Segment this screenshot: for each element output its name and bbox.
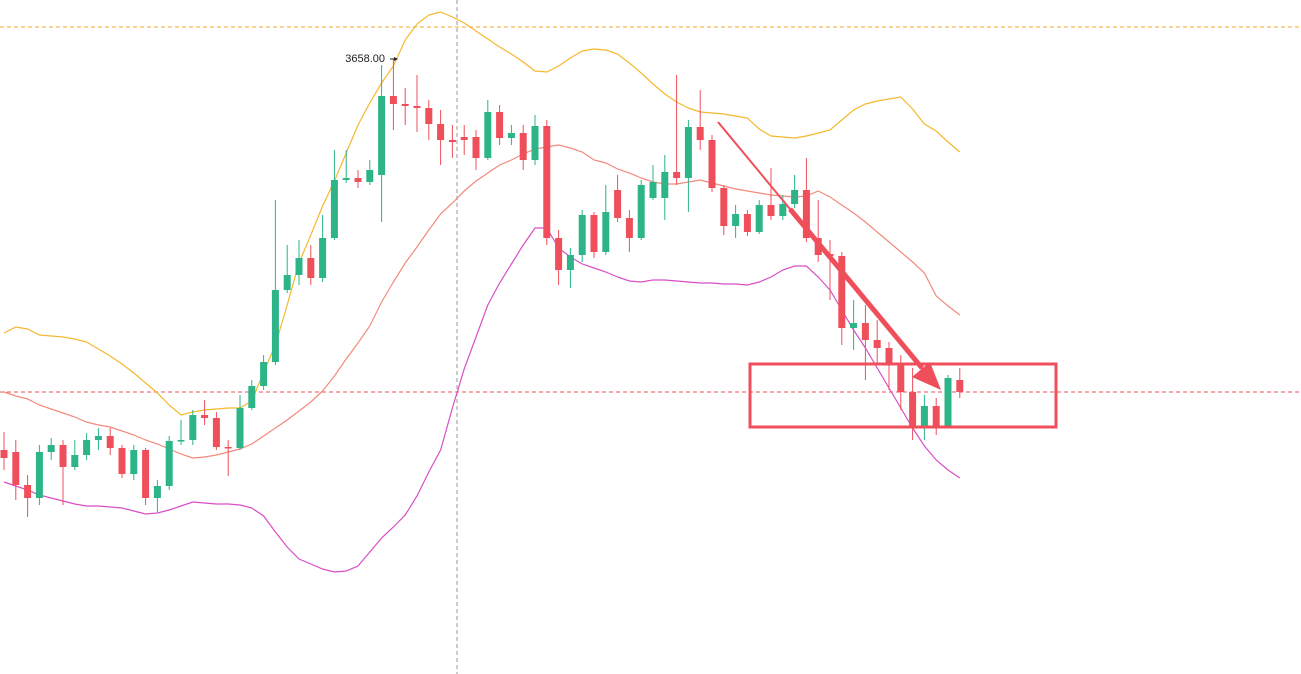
candle-body	[437, 124, 445, 140]
candle-body	[838, 256, 846, 328]
candle-body	[649, 182, 657, 198]
candle-body	[496, 112, 504, 138]
band-line	[3, 11, 961, 416]
candle-body	[201, 415, 209, 418]
candle-body	[366, 170, 374, 182]
candle-body	[861, 323, 869, 340]
candle-body	[212, 418, 220, 447]
candle-body	[35, 452, 43, 498]
candle-body	[673, 172, 681, 178]
candle-body	[271, 290, 279, 362]
candle-body	[555, 238, 563, 270]
candle-body	[177, 440, 185, 442]
candle-body	[448, 140, 456, 142]
trend-arrow	[717, 121, 941, 390]
arrow-line	[788, 207, 924, 370]
candle-body	[743, 214, 751, 232]
candle-body	[342, 178, 350, 180]
candle-body	[224, 447, 232, 449]
candle-body	[920, 406, 928, 426]
candle-body	[661, 172, 669, 198]
candle-body	[460, 137, 468, 140]
candle-body	[248, 386, 256, 408]
candle-body	[625, 218, 633, 238]
candle-body	[378, 96, 386, 175]
candle-body	[189, 415, 197, 440]
candle-body	[956, 380, 964, 392]
candle-body	[944, 378, 952, 426]
candle-body	[684, 127, 692, 178]
annotation-pointer-head	[394, 57, 398, 61]
candle-body	[720, 188, 728, 226]
candle-body	[732, 214, 740, 226]
candle-body	[696, 127, 704, 140]
candle-body	[330, 180, 338, 238]
candle-body	[106, 436, 114, 448]
candle-body	[130, 450, 138, 474]
candle-body	[94, 436, 102, 440]
candle-body	[578, 215, 586, 255]
candle-body	[566, 255, 574, 270]
high-annotation: 3658.00	[345, 53, 398, 65]
candle-body	[637, 185, 645, 238]
candle-body	[165, 441, 173, 486]
candle-body	[118, 448, 126, 474]
candle-body	[614, 190, 622, 218]
candle-body	[602, 212, 610, 252]
candle-body	[531, 126, 539, 160]
candle-body	[0, 450, 8, 458]
candle-body	[802, 190, 810, 238]
band-line	[3, 144, 961, 459]
candles	[0, 59, 964, 517]
candle-body	[59, 445, 67, 467]
candle-body	[283, 275, 291, 290]
candle-body	[295, 258, 303, 275]
candle-body	[484, 112, 492, 158]
candle-body	[897, 365, 905, 392]
candle-body	[791, 190, 799, 204]
bands	[3, 11, 961, 573]
candle-body	[307, 258, 315, 278]
candle-body	[755, 205, 763, 232]
candle-body	[850, 323, 858, 328]
candle-body	[519, 133, 527, 160]
candle-body	[708, 140, 716, 188]
candle-body	[507, 133, 515, 138]
candle-body	[47, 445, 55, 452]
candle-body	[767, 205, 775, 216]
band-line	[3, 227, 961, 573]
candle-body	[142, 450, 150, 498]
candle-body	[83, 440, 91, 455]
candle-body	[389, 96, 397, 104]
annotation: 3658.00	[345, 53, 385, 65]
candle-body	[153, 486, 161, 498]
candle-body	[543, 126, 551, 238]
highlight-box	[748, 362, 1058, 429]
candle-body	[319, 238, 327, 278]
candle-body	[885, 348, 893, 365]
candle-body	[873, 340, 881, 348]
candle-body	[590, 215, 598, 252]
candle-body	[260, 362, 268, 386]
candle-body	[472, 137, 480, 158]
candle-body	[932, 406, 940, 426]
candle-body	[12, 452, 20, 485]
candle-body	[909, 392, 917, 426]
candle-body	[779, 204, 787, 216]
arrow-head	[912, 362, 941, 390]
candle-body	[425, 108, 433, 124]
candle-body	[354, 178, 362, 182]
candle-body	[71, 455, 79, 467]
candle-body	[236, 408, 244, 448]
candle-body	[401, 104, 409, 106]
candle-body	[413, 106, 421, 108]
candle-body	[24, 485, 32, 498]
